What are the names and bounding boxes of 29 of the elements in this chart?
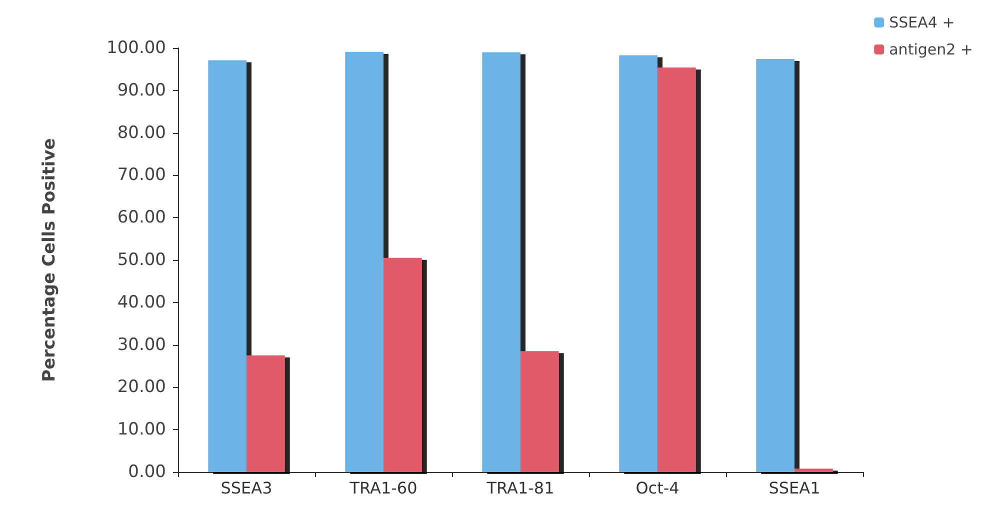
y-tick-label: 100.00	[106, 38, 166, 58]
bar	[794, 468, 833, 472]
x-tick-label: TRA1-60	[348, 478, 418, 498]
bar	[482, 52, 520, 472]
bar	[520, 351, 559, 472]
y-tick-label: 10.00	[117, 420, 166, 440]
y-tick-label: 80.00	[117, 122, 166, 143]
x-tick-label: TRA1-81	[486, 478, 554, 498]
x-tick-label: SSEA1	[768, 478, 820, 498]
bar	[384, 258, 422, 472]
bar	[345, 52, 384, 472]
y-tick-label: 50.00	[117, 250, 166, 270]
y-tick-label: 0.00	[128, 462, 166, 482]
y-tick-label: 20.00	[117, 377, 166, 398]
y-tick-label: 70.00	[117, 165, 166, 186]
bar	[658, 68, 696, 472]
bar	[246, 355, 285, 472]
y-tick-label: 60.00	[117, 208, 166, 228]
y-tick-label: 40.00	[117, 292, 166, 312]
y-tick-label: 30.00	[117, 334, 166, 355]
bar	[756, 59, 794, 472]
legend-label: antigen2 +	[889, 40, 974, 58]
legend-label: SSEA4 +	[889, 14, 955, 32]
x-tick-label: Oct-4	[636, 478, 680, 498]
bar	[619, 55, 658, 472]
y-axis-title: Percentage Cells Positive	[40, 138, 60, 382]
y-tick-label: 90.00	[117, 80, 166, 100]
bar	[208, 60, 246, 472]
x-tick-label: SSEA3	[220, 478, 272, 498]
